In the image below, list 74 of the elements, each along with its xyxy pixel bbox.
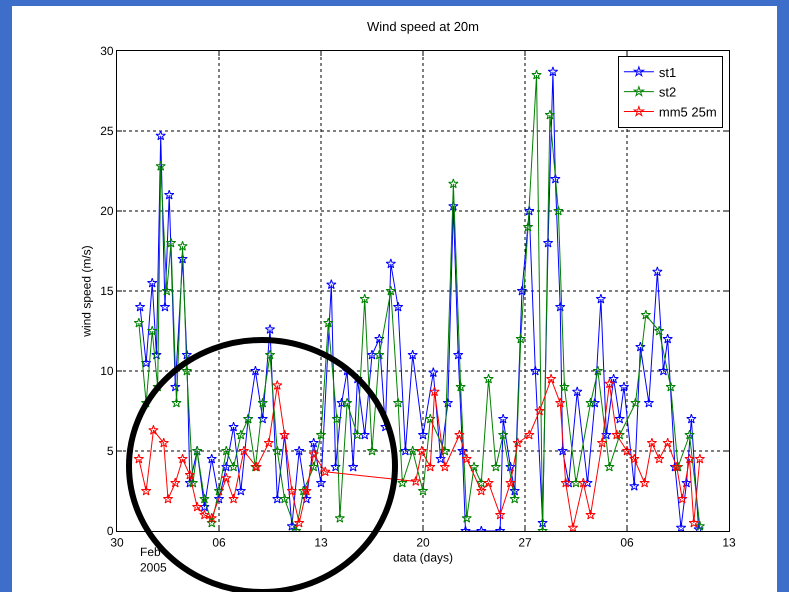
- point: [578, 478, 588, 488]
- point: [425, 462, 436, 472]
- point: [429, 386, 440, 396]
- point: [221, 472, 232, 483]
- y-axis-title: wind speed (m/s): [80, 245, 94, 338]
- legend-label: st2: [658, 84, 676, 100]
- point: [301, 486, 312, 496]
- point: [512, 438, 523, 448]
- point: [148, 424, 159, 435]
- point: [308, 448, 319, 459]
- point: [654, 454, 664, 464]
- point: [294, 518, 304, 528]
- point: [140, 486, 152, 496]
- x-tick-label: 20: [416, 535, 430, 550]
- point: [524, 430, 534, 440]
- point: [410, 476, 421, 486]
- point: [440, 462, 450, 472]
- text: Feb 2005: [140, 545, 168, 575]
- x-tick-label: 13: [314, 535, 328, 550]
- legend-label: st1: [658, 64, 676, 80]
- x-tick-label: 27: [518, 535, 532, 550]
- point: [677, 494, 688, 504]
- point: [206, 512, 217, 523]
- point: [560, 478, 571, 488]
- point: [568, 522, 578, 531]
- legend-label: mm5 25m: [658, 104, 717, 120]
- point: [534, 406, 545, 416]
- y-tick-label: 0: [106, 524, 114, 538]
- point: [494, 510, 506, 520]
- point: [162, 494, 174, 504]
- point: [184, 470, 196, 480]
- point: [264, 438, 274, 448]
- point: [662, 438, 673, 448]
- point: [629, 454, 640, 464]
- point: [604, 378, 615, 388]
- point: [320, 466, 330, 476]
- x-tick-label: 06: [620, 535, 634, 550]
- point: [192, 502, 202, 512]
- point: [555, 398, 566, 408]
- point: [546, 374, 556, 384]
- point: [612, 430, 622, 440]
- point: [286, 486, 298, 496]
- y-tick-label: 30: [100, 44, 114, 58]
- point: [622, 446, 632, 456]
- point: [694, 454, 706, 464]
- point: [199, 510, 210, 520]
- chart-title: Wind speed at 20m: [366, 19, 480, 34]
- x-tick-label: 06: [212, 535, 226, 550]
- point: [454, 430, 465, 440]
- point: [228, 494, 239, 504]
- y-tick-label: 20: [100, 204, 114, 218]
- y-tick-label: 15: [100, 284, 114, 298]
- point: [158, 438, 169, 448]
- point: [585, 510, 596, 520]
- y-tick-label: 25: [100, 124, 114, 138]
- x-tick-label: 13: [722, 535, 736, 550]
- point: [639, 478, 650, 488]
- point: [596, 438, 608, 448]
- point: [476, 486, 486, 496]
- point: [688, 518, 699, 528]
- x-axis-title: data (days): [392, 550, 454, 564]
- point: [646, 438, 658, 448]
- y-tick-label: 5: [106, 444, 114, 458]
- point: [272, 380, 282, 390]
- point: [170, 478, 180, 488]
- y-tick-label: 10: [100, 364, 114, 378]
- point: [416, 446, 427, 456]
- point: [483, 478, 494, 488]
- point: [505, 478, 516, 488]
- point: [238, 446, 250, 456]
- point: [134, 454, 144, 464]
- point: [462, 454, 472, 464]
- point: [684, 454, 695, 464]
- point: [177, 454, 188, 464]
